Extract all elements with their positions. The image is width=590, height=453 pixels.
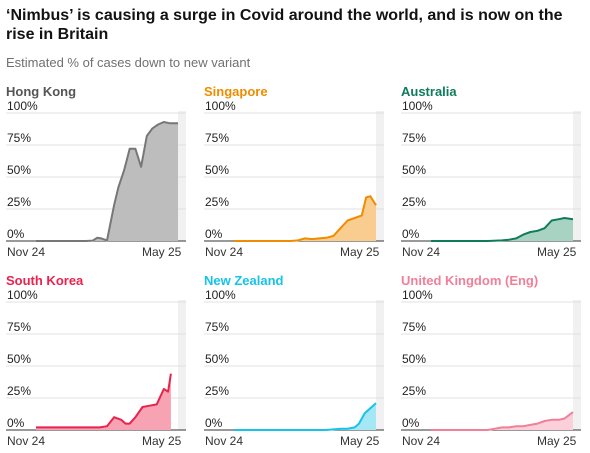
y-tick-label: 100% [205, 288, 236, 302]
y-tick-label: 50% [402, 163, 426, 177]
series-line [234, 402, 377, 431]
panel-title: South Korea [6, 273, 84, 288]
panel-title: Singapore [204, 84, 268, 99]
x-tick-label: Nov 24 [402, 245, 440, 259]
y-tick-label: 0% [7, 227, 25, 241]
x-tick-label: Nov 24 [7, 434, 45, 448]
recent-band [178, 300, 186, 430]
y-tick-label: 50% [402, 352, 426, 366]
series-line [234, 195, 377, 242]
x-tick-label: May 25 [537, 245, 577, 259]
chart-title: ‘Nimbus’ is causing a surge in Covid aro… [6, 7, 563, 43]
y-tick-label: 50% [7, 163, 31, 177]
y-tick-label: 50% [205, 163, 229, 177]
panel-title: New Zealand [204, 273, 284, 288]
x-tick-label: Nov 24 [7, 245, 45, 259]
x-tick-label: May 25 [340, 434, 380, 448]
y-tick-label: 100% [402, 288, 433, 302]
y-tick-label: 75% [402, 131, 426, 145]
y-tick-label: 100% [205, 99, 236, 113]
recent-band [178, 111, 186, 241]
recent-band [573, 111, 581, 241]
recent-band [376, 300, 384, 430]
panel-chart: 100% 75% 50% 25% 0% Nov 24 May 25 [6, 99, 186, 259]
series-area [234, 196, 376, 241]
y-tick-label: 25% [205, 195, 229, 209]
series-line [36, 373, 172, 429]
series-line [431, 411, 574, 431]
y-tick-label: 25% [7, 195, 31, 209]
y-tick-label: 75% [205, 131, 229, 145]
series-area [431, 218, 573, 241]
panel-singapore: Singapore 100% 75% 50% 25% 0% Nov 24 May 25 [204, 84, 387, 264]
panel-united-kingdom: United Kingdom (Eng) 100% 75% 50% 25% 0% Nov … [401, 273, 584, 453]
panel-title: Australia [401, 84, 457, 99]
x-tick-label: May 25 [142, 434, 182, 448]
panel-australia: Australia 100% 75% 50% 25% 0% Nov 24 May 25 [401, 84, 584, 264]
y-tick-label: 0% [7, 416, 25, 430]
series-area [36, 373, 171, 430]
panel-chart: 100% 75% 50% 25% 0% Nov 24 May 25 [204, 99, 384, 259]
y-tick-label: 0% [205, 227, 223, 241]
y-tick-label: 50% [205, 352, 229, 366]
panel-chart: 100% 75% 50% 25% 0% Nov 24 May 25 [204, 288, 384, 448]
y-tick-label: 25% [402, 195, 426, 209]
series-area [36, 122, 178, 241]
panel-chart: 100% 75% 50% 25% 0% Nov 24 May 25 [401, 288, 581, 448]
panel-chart: 100% 75% 50% 25% 0% Nov 24 May 25 [6, 288, 186, 448]
x-tick-label: May 25 [142, 245, 182, 259]
y-tick-label: 75% [402, 320, 426, 334]
y-tick-label: 0% [205, 416, 223, 430]
recent-band [573, 300, 581, 430]
y-tick-label: 25% [7, 384, 31, 398]
series-area [431, 412, 573, 430]
x-tick-label: Nov 24 [402, 434, 440, 448]
y-tick-label: 75% [7, 131, 31, 145]
x-tick-label: May 25 [537, 434, 577, 448]
y-tick-label: 0% [402, 227, 420, 241]
y-tick-label: 25% [205, 384, 229, 398]
series-line [36, 121, 178, 242]
panel-title: United Kingdom (Eng) [401, 273, 539, 288]
series-area [234, 403, 376, 430]
panel-hong-kong: Hong Kong 100% 75% 50% 25% 0% Nov 24 May 25 [6, 84, 189, 264]
y-tick-label: 75% [205, 320, 229, 334]
recent-band [376, 111, 384, 241]
panel-title: Hong Kong [6, 84, 77, 99]
panel-new-zealand: New Zealand 100% 75% 50% 25% 0% Nov 24 May 25 [204, 273, 387, 453]
x-tick-label: Nov 24 [205, 245, 243, 259]
panel-south-korea: South Korea 100% 75% 50% 25% 0% Nov 24 May 25 [6, 273, 189, 453]
y-tick-label: 100% [7, 99, 38, 113]
y-tick-label: 25% [402, 384, 426, 398]
panel-chart: 100% 75% 50% 25% 0% Nov 24 May 25 [401, 99, 581, 259]
x-tick-label: Nov 24 [205, 434, 243, 448]
y-tick-label: 75% [7, 320, 31, 334]
y-tick-label: 100% [402, 99, 433, 113]
y-tick-label: 0% [402, 416, 420, 430]
x-tick-label: May 25 [340, 245, 380, 259]
y-tick-label: 100% [7, 288, 38, 302]
chart-subtitle: Estimated % of cases down to new variant [6, 55, 251, 70]
y-tick-label: 50% [7, 352, 31, 366]
series-line [431, 217, 574, 242]
